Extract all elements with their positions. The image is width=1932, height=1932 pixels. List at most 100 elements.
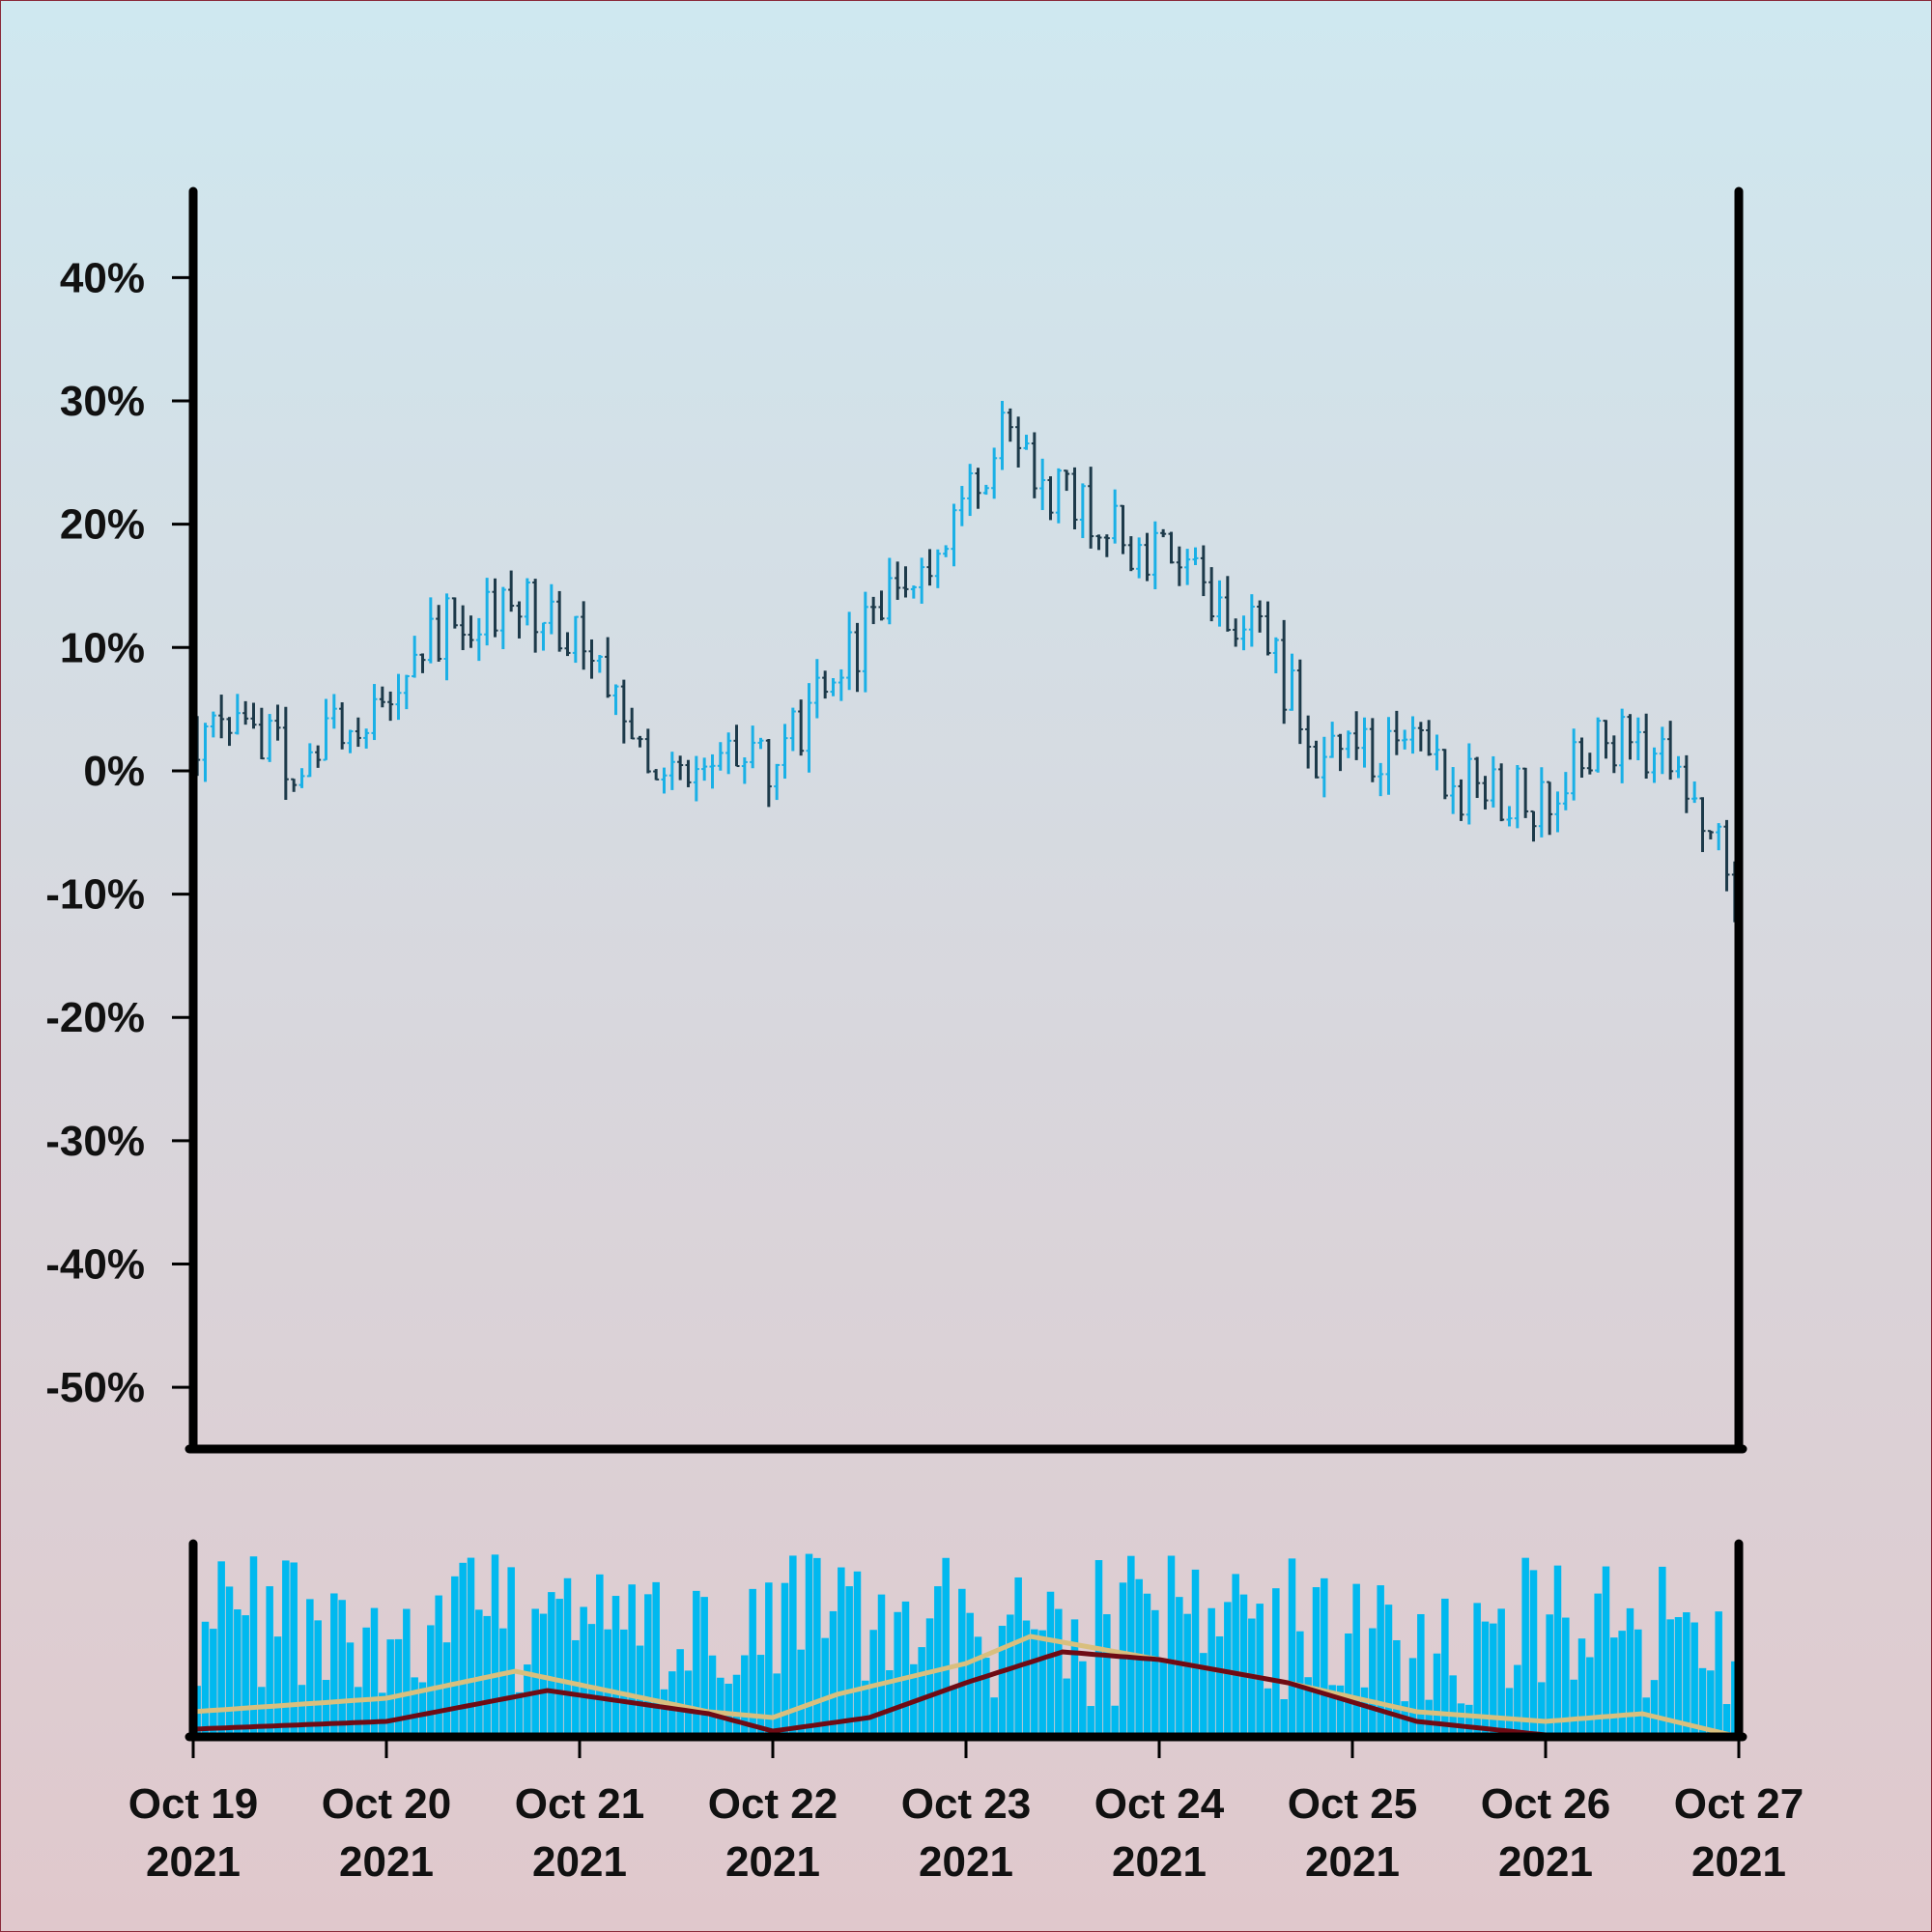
volume-bar xyxy=(587,1624,596,1734)
x-tick-label-year: 2021 xyxy=(1112,1838,1207,1886)
ohlc-bar xyxy=(919,557,925,604)
ohlc-bar xyxy=(588,639,595,679)
volume-bar xyxy=(1570,1679,1577,1734)
ohlc-bar xyxy=(282,706,289,800)
ohlc-bar xyxy=(951,503,957,567)
ohlc-bar xyxy=(387,691,394,722)
ohlc-bar xyxy=(1071,467,1078,530)
ohlc-bar xyxy=(1691,781,1698,804)
ohlc-bar xyxy=(1127,536,1134,572)
volume-bar xyxy=(966,1612,974,1734)
volume-bar xyxy=(1626,1607,1634,1734)
volume-bar xyxy=(225,1586,234,1734)
ohlc-bar xyxy=(781,724,788,780)
ohlc-bar xyxy=(1015,416,1022,468)
volume-bar xyxy=(435,1595,442,1734)
ohlc-bar xyxy=(910,585,917,599)
volume-bar xyxy=(756,1655,765,1734)
ohlc-bar xyxy=(701,757,708,781)
ohlc-bar xyxy=(991,447,998,499)
volume-bar xyxy=(386,1639,394,1734)
volume-bar xyxy=(475,1609,483,1734)
volume-bar xyxy=(499,1628,507,1734)
volume-bar xyxy=(1087,1706,1094,1734)
ohlc-bar xyxy=(1659,726,1665,775)
ohlc-bar xyxy=(1272,637,1279,674)
volume-bar xyxy=(821,1637,829,1734)
ohlc-bar xyxy=(1176,546,1182,586)
ohlc-bar xyxy=(1233,618,1239,647)
y-tick-label: -50% xyxy=(45,1364,145,1411)
volume-bar xyxy=(258,1687,266,1734)
volume-bar xyxy=(1328,1685,1336,1734)
ohlc-bar xyxy=(934,549,941,588)
volume-bar xyxy=(1433,1653,1441,1734)
ohlc-bars xyxy=(194,401,1738,923)
ohlc-bar xyxy=(1434,734,1440,771)
ohlc-bar xyxy=(1345,730,1351,758)
x-tick-label-year: 2021 xyxy=(725,1838,820,1886)
ohlc-bar xyxy=(1634,717,1641,761)
ohlc-bar xyxy=(1426,720,1433,756)
ohlc-bar xyxy=(492,578,498,638)
ohlc-bar xyxy=(1651,747,1658,783)
y-tick-label: 30% xyxy=(60,378,145,425)
volume-bar xyxy=(306,1599,314,1734)
volume-bar xyxy=(1239,1594,1248,1734)
volume-bar xyxy=(1224,1602,1232,1734)
ohlc-bar xyxy=(838,668,844,701)
volume-bar xyxy=(620,1629,628,1734)
volume-bar xyxy=(1425,1699,1433,1734)
ohlc-bar xyxy=(572,615,579,664)
volume-bar xyxy=(1143,1593,1151,1734)
volume-bar xyxy=(1707,1670,1715,1734)
volume-bar xyxy=(749,1588,756,1734)
volume-bar xyxy=(1352,1583,1360,1734)
ohlc-bar xyxy=(484,578,491,646)
volume-bar xyxy=(708,1655,717,1734)
ohlc-bar xyxy=(1683,754,1690,813)
volume-bar xyxy=(572,1639,580,1734)
volume-bar xyxy=(1256,1604,1264,1734)
ohlc-bar xyxy=(1184,549,1191,585)
volume-bar xyxy=(805,1553,813,1734)
volume-bar xyxy=(1369,1628,1377,1734)
ohlc-bar xyxy=(548,583,554,635)
volume-bar xyxy=(1481,1621,1490,1734)
ohlc-bar xyxy=(902,566,909,598)
volume-bar xyxy=(1690,1622,1698,1734)
volume-bar xyxy=(1505,1688,1514,1734)
y-tick-label: 40% xyxy=(60,254,145,301)
volume-bar xyxy=(1304,1677,1312,1734)
volume-bar xyxy=(1441,1598,1449,1734)
ohlc-bar xyxy=(1120,504,1126,554)
ohlc-bar xyxy=(1369,718,1376,782)
volume-bar xyxy=(355,1687,362,1734)
volume-bar xyxy=(563,1577,572,1734)
volume-bar xyxy=(1111,1705,1119,1734)
ohlc-bar xyxy=(1514,764,1520,829)
ohlc-bar xyxy=(1192,547,1199,565)
ohlc-bar xyxy=(1047,476,1054,521)
x-tick-label-year: 2021 xyxy=(1498,1838,1593,1886)
volume-bar xyxy=(282,1560,290,1734)
ohlc-bar xyxy=(1039,458,1046,511)
volume-bar xyxy=(717,1677,724,1734)
volume-bar xyxy=(781,1582,789,1734)
ohlc-bar xyxy=(967,464,974,517)
ohlc-bar xyxy=(451,597,458,629)
ohlc-bar xyxy=(234,694,241,735)
volume-bar xyxy=(403,1608,411,1734)
volume-bar xyxy=(1377,1585,1384,1734)
ohlc-bar xyxy=(830,677,837,696)
ohlc-bar xyxy=(1409,716,1416,754)
ohlc-bar xyxy=(854,622,861,693)
volume-bar xyxy=(1408,1658,1417,1734)
y-tick-label: 0% xyxy=(83,748,145,795)
ohlc-bar xyxy=(1305,715,1312,769)
ohlc-bar xyxy=(532,579,539,653)
ohlc-bar xyxy=(637,735,643,748)
volume-bar xyxy=(273,1636,282,1734)
ohlc-bar xyxy=(629,707,636,740)
volume-bar xyxy=(869,1630,877,1734)
